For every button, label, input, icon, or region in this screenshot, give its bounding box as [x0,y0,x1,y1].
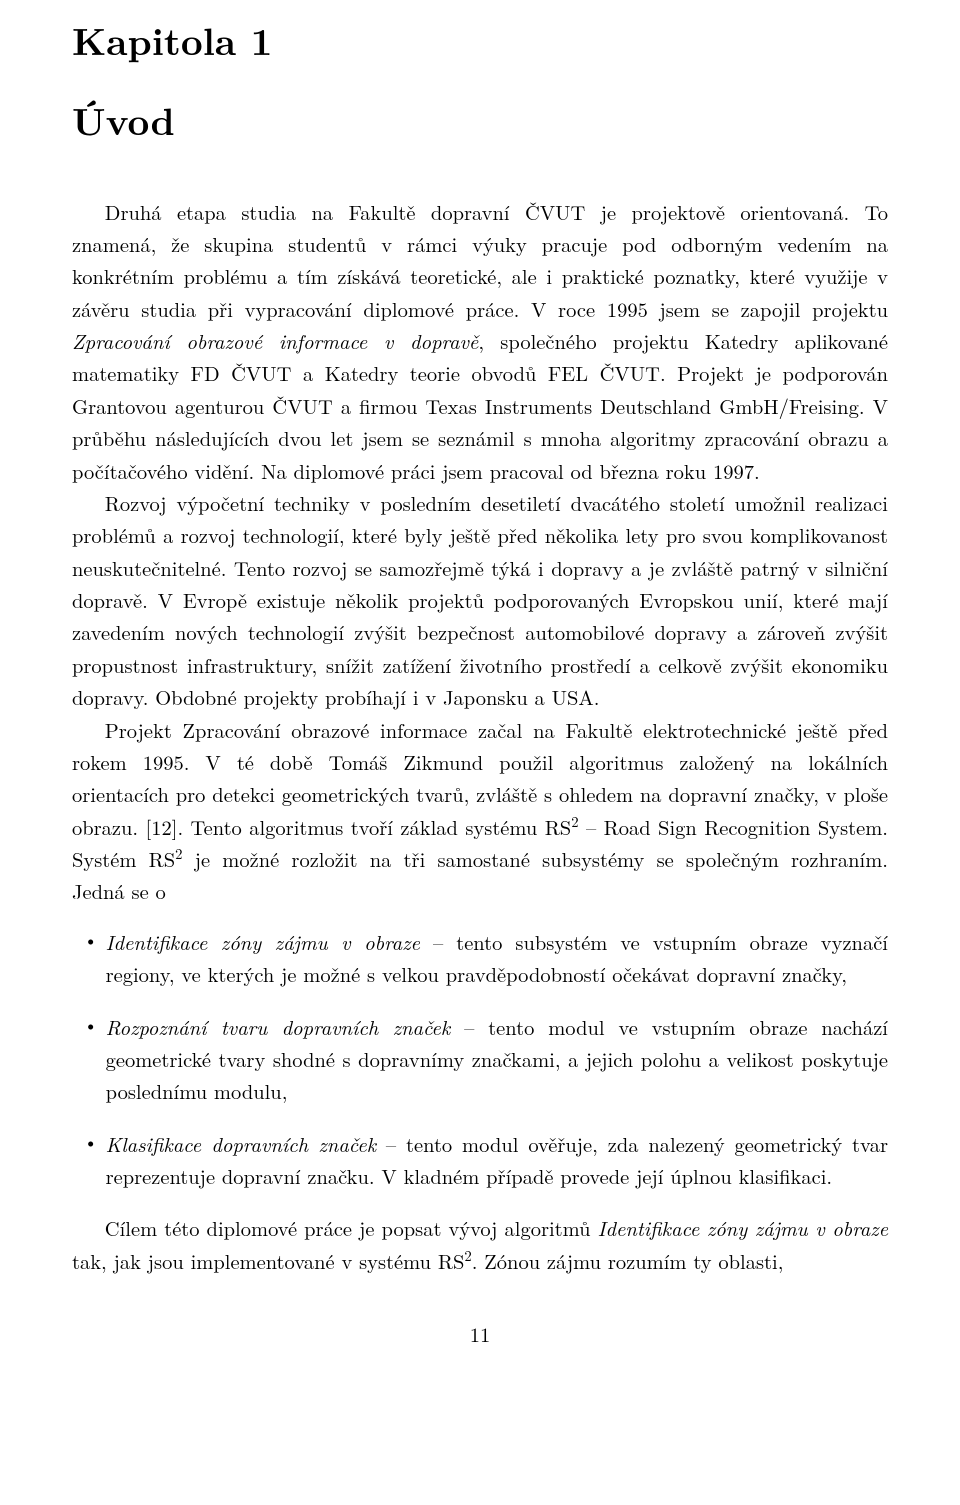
list-item-title: Rozpoznání tvaru dopravních značek [106,1012,451,1041]
paragraph-1: Druhá etapa studia na Fakultě dopravní Č… [72,196,888,487]
text-italic: Identifikace zóny zájmu v obraze [598,1213,888,1242]
superscript: 2 [571,811,578,832]
list-item: Rozpoznání tvaru dopravních značek – ten… [106,1011,888,1108]
list-item: Klasifikace dopravních značek – tento mo… [106,1128,888,1193]
text-italic: Zpracování obrazové informace v dopravě [72,326,478,355]
chapter-label: Kapitola 1 [72,20,888,62]
text-run: Druhá etapa studia na Fakultě dopravní Č… [72,197,888,323]
text-run: tak, jak jsou implementované v systému R… [72,1246,464,1275]
page-number: 11 [72,1319,888,1348]
text-run: je možné rozložit na tři samostané subsy… [72,844,888,905]
list-item-title: Identifikace zóny zájmu v obraze [106,927,420,956]
paragraph-2: Rozvoj výpočetní techniky v posledním de… [72,487,888,714]
text-run: . Zónou zájmu rozumím ty oblasti, [472,1246,784,1275]
text-run: Rozvoj výpočetní techniky v posledním de… [72,488,888,711]
superscript: 2 [464,1245,471,1266]
chapter-title: Úvod [72,100,888,142]
list-item: Identifikace zóny zájmu v obraze – tento… [106,926,888,991]
paragraph-3: Projekt Zpracování obrazové informace za… [72,714,888,908]
superscript: 2 [175,843,182,864]
list-item-title: Klasifikace dopravních značek [106,1129,376,1158]
text-run: Cílem této diplomové práce je popsat výv… [105,1213,598,1242]
subsystem-list: Identifikace zóny zájmu v obraze – tento… [72,926,888,1193]
paragraph-4: Cílem této diplomové práce je popsat výv… [72,1212,888,1277]
